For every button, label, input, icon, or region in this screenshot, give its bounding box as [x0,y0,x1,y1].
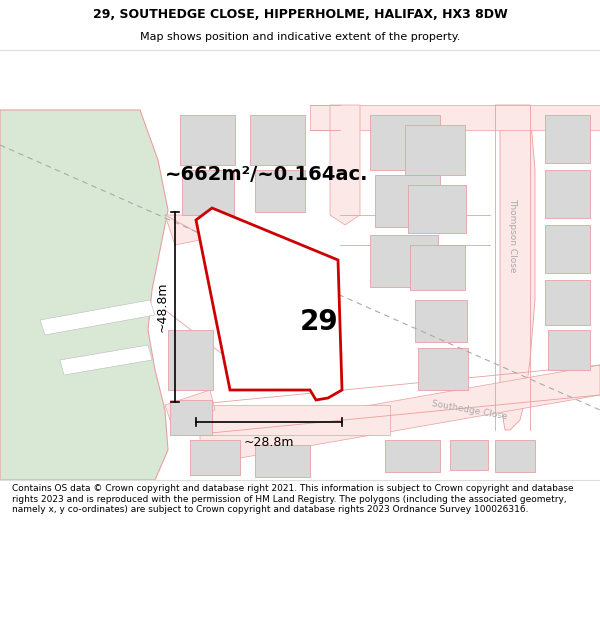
Bar [168,330,213,390]
Bar [180,115,235,165]
Polygon shape [165,390,215,420]
Bar [450,440,488,470]
Bar [415,300,467,342]
Bar [408,185,466,233]
Polygon shape [196,208,342,400]
Bar [190,440,240,475]
Bar [182,170,234,215]
Polygon shape [200,365,600,465]
Bar [370,115,440,170]
Bar [255,170,305,212]
Polygon shape [310,105,600,130]
Bar [545,225,590,273]
Polygon shape [0,110,168,480]
Bar [370,235,438,287]
Polygon shape [495,105,535,430]
Text: ~662m²/~0.164ac.: ~662m²/~0.164ac. [165,165,368,184]
Text: Map shows position and indicative extent of the property.: Map shows position and indicative extent… [140,32,460,43]
Text: 29: 29 [300,308,338,336]
Bar [405,125,465,175]
Text: Contains OS data © Crown copyright and database right 2021. This information is : Contains OS data © Crown copyright and d… [12,484,574,514]
Bar [548,330,590,370]
Text: ~28.8m: ~28.8m [244,436,294,449]
Polygon shape [190,405,390,435]
Bar [545,280,590,325]
Bar [170,400,212,435]
Bar [385,440,440,472]
Text: Thompson Close: Thompson Close [509,198,517,272]
Bar [410,245,465,290]
Bar [250,115,305,165]
Polygon shape [165,215,225,245]
Bar [255,445,310,477]
Text: Southedge Close: Southedge Close [431,399,509,421]
Bar [545,170,590,218]
Bar [495,440,535,472]
Polygon shape [60,345,152,375]
Polygon shape [330,105,360,225]
Text: ~48.8m: ~48.8m [156,282,169,332]
Bar [418,348,468,390]
Bar [375,175,440,227]
Text: 29, SOUTHEDGE CLOSE, HIPPERHOLME, HALIFAX, HX3 8DW: 29, SOUTHEDGE CLOSE, HIPPERHOLME, HALIFA… [92,8,508,21]
Bar [545,115,590,163]
Polygon shape [40,300,155,335]
